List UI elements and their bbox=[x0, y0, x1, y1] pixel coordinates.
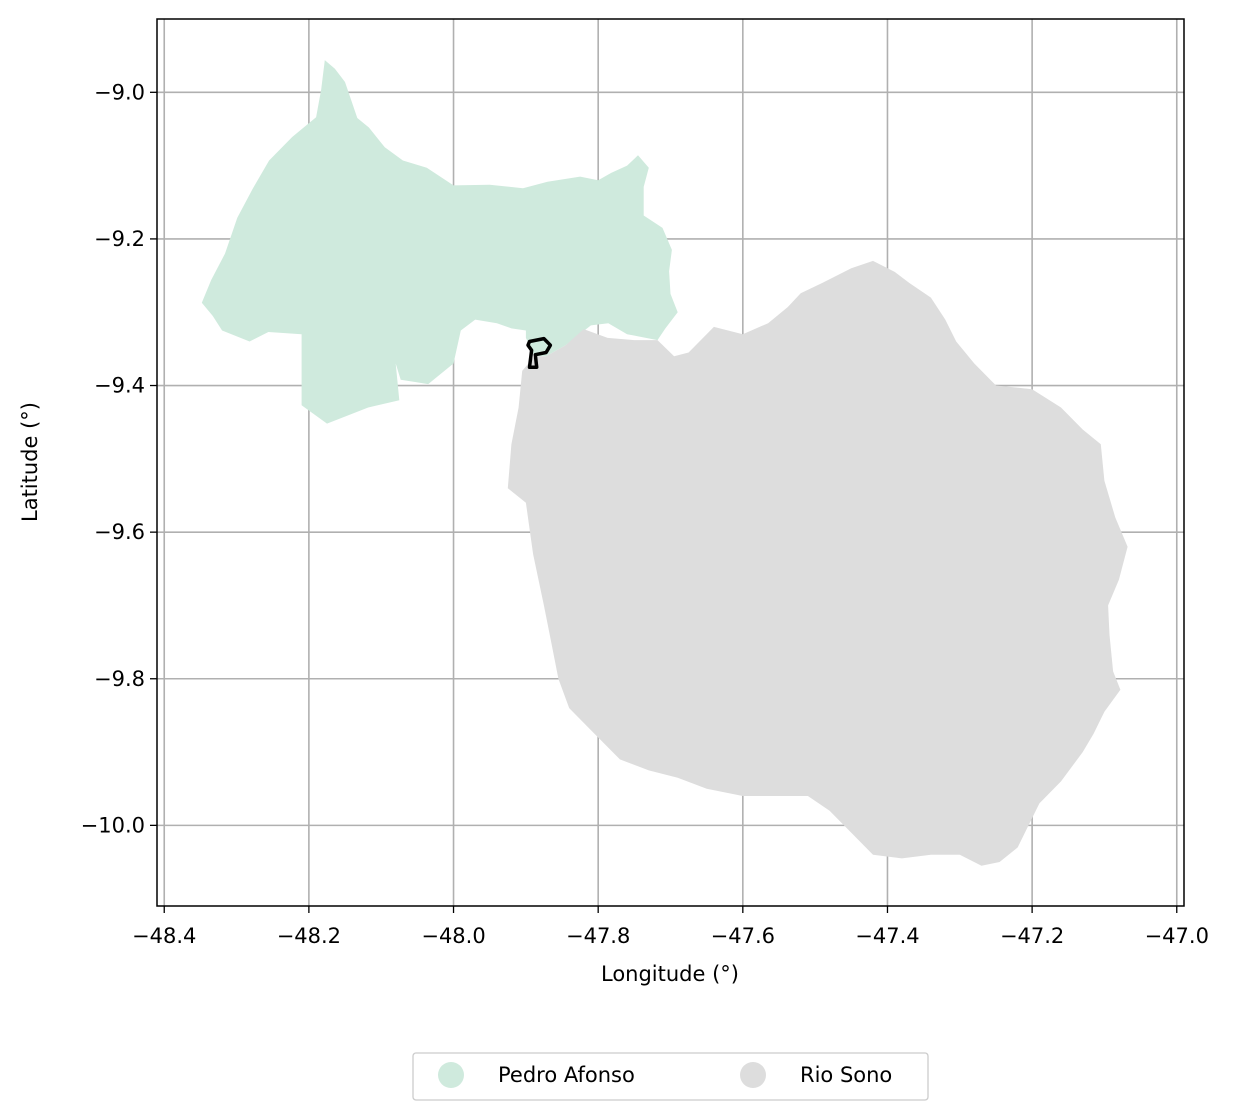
x-tick-label: −48.2 bbox=[277, 924, 341, 948]
y-axis-ticks: −9.0 −9.2 −9.4 −9.6 −9.8 −10.0 bbox=[81, 80, 157, 837]
y-tick-label: −9.8 bbox=[94, 667, 145, 691]
y-tick-label: −9.6 bbox=[94, 520, 145, 544]
axes-frame bbox=[156, 18, 1185, 907]
y-tick-label: −10.0 bbox=[81, 813, 145, 837]
highlight-boundary bbox=[526, 336, 553, 369]
region-pedro-afonso bbox=[201, 60, 678, 424]
legend-box bbox=[412, 1052, 929, 1101]
x-axis-label: Longitude (°) bbox=[601, 962, 739, 986]
regions bbox=[201, 60, 1128, 866]
x-tick-label: −47.2 bbox=[1000, 924, 1064, 948]
y-axis-label: Latitude (°) bbox=[18, 402, 42, 522]
legend-label-pedro-afonso: Pedro Afonso bbox=[498, 1063, 635, 1087]
y-tick-label: −9.4 bbox=[94, 374, 145, 398]
legend-marker-rio-sono bbox=[740, 1062, 766, 1088]
x-tick-label: −48.0 bbox=[421, 924, 485, 948]
x-tick-label: −47.8 bbox=[566, 924, 630, 948]
x-tick-label: −47.0 bbox=[1145, 924, 1209, 948]
x-tick-label: −48.4 bbox=[132, 924, 196, 948]
highlight-area bbox=[526, 336, 553, 369]
legend-label-rio-sono: Rio Sono bbox=[800, 1063, 892, 1087]
y-tick-label: −9.2 bbox=[94, 227, 145, 251]
x-axis-ticks: −48.4 −48.2 −48.0 −47.8 −47.6 −47.4 −47.2 −47.0 bbox=[132, 906, 1209, 948]
region-rio-sono bbox=[507, 260, 1128, 866]
legend: Pedro Afonso Rio Sono bbox=[412, 1052, 929, 1101]
x-tick-label: −47.4 bbox=[855, 924, 919, 948]
y-tick-label: −9.0 bbox=[94, 80, 145, 104]
legend-marker-pedro-afonso bbox=[438, 1062, 464, 1088]
x-tick-label: −47.6 bbox=[711, 924, 775, 948]
